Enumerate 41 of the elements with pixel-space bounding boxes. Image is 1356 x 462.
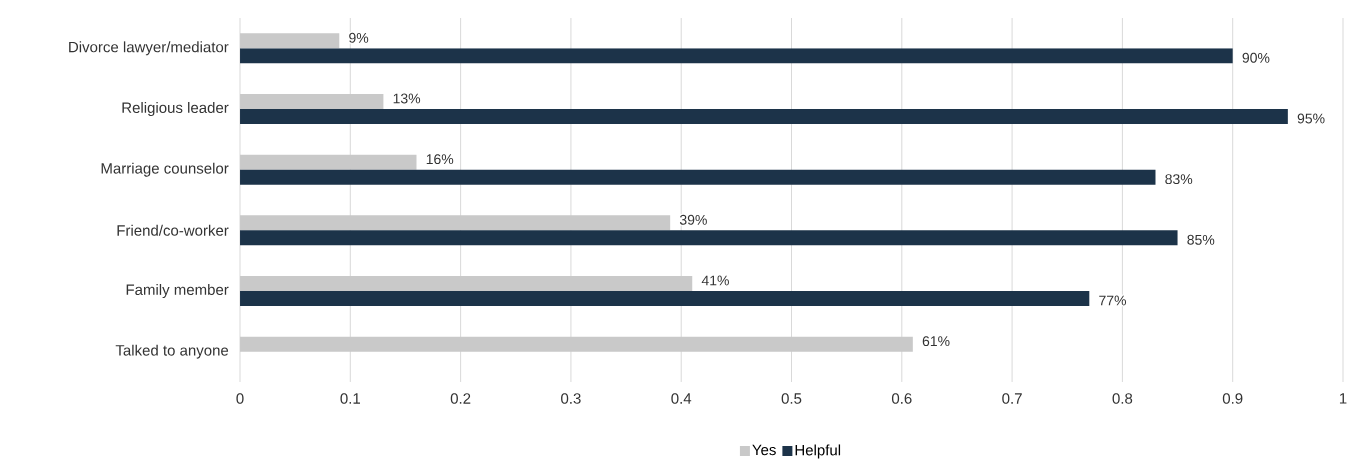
y-tick-label: Friend/co-worker — [117, 224, 229, 236]
data-label: 83% — [1165, 174, 1193, 185]
legend-label: Yes — [752, 444, 776, 456]
data-label: 77% — [1099, 295, 1127, 306]
data-label: 13% — [393, 93, 421, 104]
data-label: 90% — [1242, 52, 1270, 63]
data-label: 85% — [1187, 234, 1215, 245]
bar — [240, 154, 417, 170]
bar — [240, 290, 1090, 306]
x-tick-label: 0.1 — [340, 393, 360, 404]
bar — [240, 336, 913, 352]
bar — [240, 275, 693, 291]
x-tick-label: 0.2 — [450, 393, 471, 404]
bar — [240, 33, 340, 49]
y-tick-label: Talked to anyone — [115, 344, 229, 359]
bar — [240, 48, 1233, 64]
bar — [240, 215, 671, 231]
x-tick-label: 0.5 — [781, 393, 802, 404]
x-tick-label: 0.4 — [671, 393, 692, 404]
data-label: 9% — [349, 32, 369, 43]
y-tick-label: Divorce lawyer/mediator — [69, 41, 229, 56]
x-tick-label: 0.7 — [1002, 393, 1022, 404]
data-label: 16% — [426, 154, 454, 165]
data-label: 61% — [922, 336, 950, 347]
x-tick-label: 0.6 — [891, 393, 912, 404]
x-tick-label: 0.8 — [1112, 393, 1133, 404]
y-tick-label: Religious leader — [122, 102, 229, 116]
data-label: 39% — [679, 214, 707, 225]
x-tick-label: 0.9 — [1222, 393, 1243, 404]
y-tick-label: Marriage counselor — [101, 162, 229, 177]
x-tick-label: 0 — [236, 393, 244, 404]
data-label: 41% — [701, 275, 729, 286]
x-tick-label: 0.3 — [561, 393, 581, 404]
bar — [240, 108, 1288, 124]
y-tick-label: Family member — [126, 284, 229, 298]
bar — [240, 93, 384, 109]
x-tick-label: 1 — [1339, 393, 1347, 404]
legend-label: Helpful — [795, 444, 841, 459]
data-label: 95% — [1297, 113, 1325, 124]
bar — [240, 169, 1156, 185]
bar — [240, 230, 1178, 246]
